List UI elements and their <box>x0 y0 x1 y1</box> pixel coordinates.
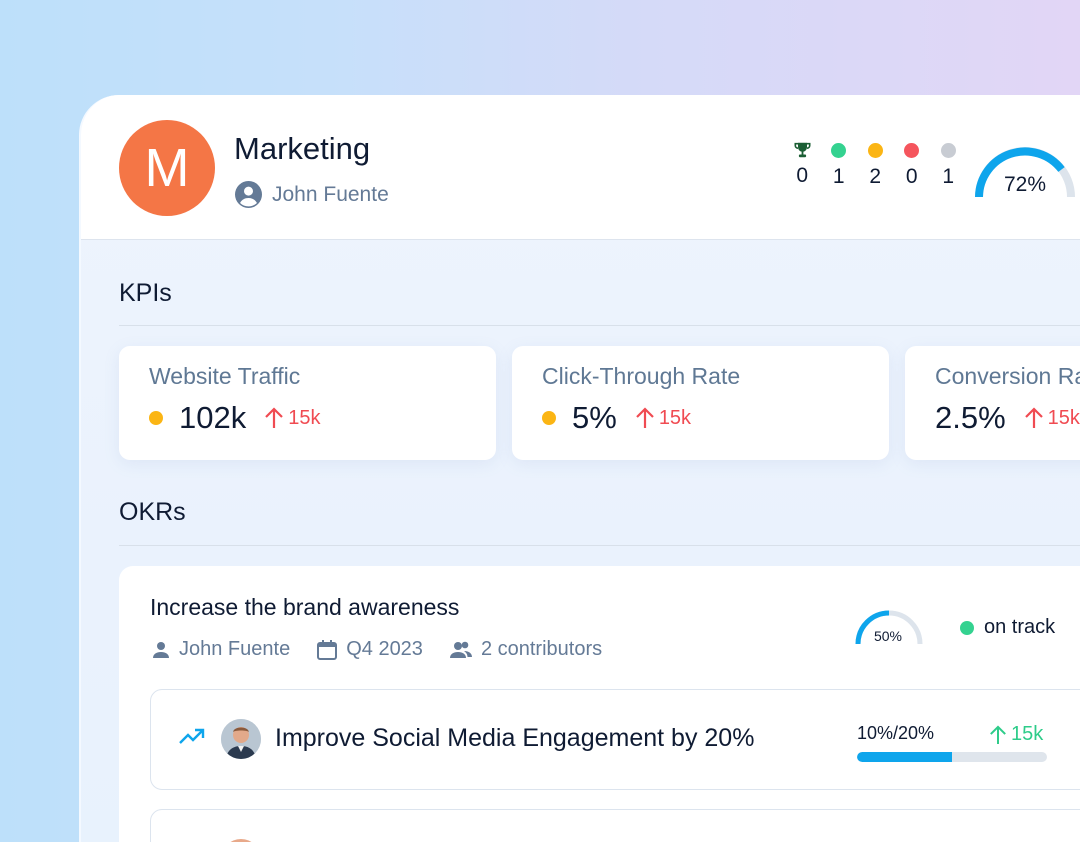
calendar-icon <box>317 639 338 660</box>
objective-title[interactable]: Increase the brand awareness <box>150 594 460 620</box>
kr-title: Improve Social Media Engagement by 20% <box>275 724 755 752</box>
stat-value: 1 <box>832 165 845 188</box>
status-counts: 0 1 2 0 1 <box>784 141 967 189</box>
kr-progress-fill <box>857 752 952 762</box>
arrow-up-icon <box>990 724 1006 744</box>
kpi-value: 102k <box>179 400 247 435</box>
kpi-label: Click-Through Rate <box>542 363 741 389</box>
kpi-card-click-through-rate[interactable]: Click-Through Rate 5% 15k <box>512 346 889 460</box>
gray-dot-icon <box>940 143 956 158</box>
kr-owner-avatar <box>221 839 261 842</box>
overall-progress-label: 72% <box>1003 173 1047 196</box>
users-icon <box>449 641 472 658</box>
kr-owner-avatar <box>221 719 261 759</box>
status-dot-icon <box>960 620 974 635</box>
kpi-card-website-traffic[interactable]: Website Traffic 102k 15k <box>119 346 496 460</box>
kpi-delta-value: 15k <box>288 406 321 429</box>
team-header: M Marketing John Fuente 0 <box>81 95 1080 240</box>
arrow-up-icon <box>1024 407 1043 428</box>
stat-value: 1 <box>942 165 955 188</box>
team-title: Marketing <box>234 131 371 166</box>
arrow-up-icon <box>636 407 654 428</box>
stat-value: 0 <box>905 165 918 188</box>
status-label: on track <box>984 616 1056 638</box>
objective-period: Q4 2023 <box>316 638 423 661</box>
objective-status[interactable]: on track <box>960 616 1055 639</box>
kpi-delta: 15k <box>635 407 691 430</box>
gauge-arc-icon <box>855 610 923 645</box>
kpi-delta: 15k <box>1024 407 1080 430</box>
kpi-label: Website Traffic <box>149 363 301 389</box>
key-result-item[interactable]: Improve Social Media Engagement by 20% 1… <box>150 689 1080 790</box>
kpi-value: 2.5% <box>935 400 1006 435</box>
trending-up-icon <box>179 728 205 744</box>
trophy-icon <box>794 142 811 158</box>
person-photo-icon <box>221 719 261 759</box>
stat-trophy[interactable]: 0 <box>784 141 821 189</box>
stat-yellow[interactable]: 2 <box>857 141 894 189</box>
objective-progress-gauge: 50% <box>853 606 925 646</box>
yellow-dot-icon <box>867 143 883 158</box>
okrs-divider <box>119 545 1080 546</box>
period-label: Q4 2023 <box>346 638 423 660</box>
kpis-heading: KPIs <box>119 279 172 307</box>
kpis-divider <box>119 325 1080 326</box>
objective-contributors[interactable]: 2 contributors <box>449 638 602 661</box>
objective-meta: John Fuente Q4 2023 2 contributo <box>151 638 628 661</box>
stat-gray[interactable]: 1 <box>930 141 967 189</box>
owner-name: John Fuente <box>272 182 389 206</box>
kr-delta: 15k <box>989 723 1043 746</box>
red-dot-icon <box>904 143 920 158</box>
kr-progress-bar <box>857 752 1047 762</box>
team-avatar: M <box>119 120 215 216</box>
stat-red[interactable]: 0 <box>894 141 931 189</box>
kr-progress-text: 10%/20% <box>857 723 935 743</box>
kr-delta-value: 15k <box>1011 723 1044 745</box>
team-owner[interactable]: John Fuente <box>235 181 389 208</box>
kpi-delta-value: 15k <box>658 406 692 429</box>
objective-card[interactable]: Increase the brand awareness John Fuente… <box>119 566 1080 842</box>
contributors-label: 2 contributors <box>480 638 603 660</box>
stat-value: 2 <box>869 165 882 188</box>
stat-green[interactable]: 1 <box>821 141 858 189</box>
gauge-arc-icon <box>975 147 1075 198</box>
key-result-item[interactable] <box>150 809 1080 842</box>
status-dot-icon <box>542 411 556 425</box>
stat-value: 0 <box>796 164 809 187</box>
user-circle-icon <box>235 181 262 208</box>
overall-progress-gauge: 72% <box>971 141 1080 201</box>
kpi-delta: 15k <box>264 407 320 430</box>
green-dot-icon <box>831 143 847 158</box>
status-dot-icon <box>149 411 163 425</box>
arrow-up-icon <box>265 407 284 428</box>
kpi-value: 5% <box>572 400 617 435</box>
kpi-delta-value: 15k <box>1047 406 1080 429</box>
user-icon <box>153 641 169 658</box>
okrs-heading: OKRs <box>119 498 186 526</box>
objective-owner: John Fuente <box>151 638 290 661</box>
owner-name: John Fuente <box>179 638 291 660</box>
dashboard-panel: M Marketing John Fuente 0 <box>79 95 1080 842</box>
objective-progress-label: 50% <box>873 628 903 644</box>
kpi-card-conversion-rate[interactable]: Conversion Rate 2.5% 15k <box>905 346 1080 460</box>
kpi-label: Conversion Rate <box>935 363 1080 389</box>
